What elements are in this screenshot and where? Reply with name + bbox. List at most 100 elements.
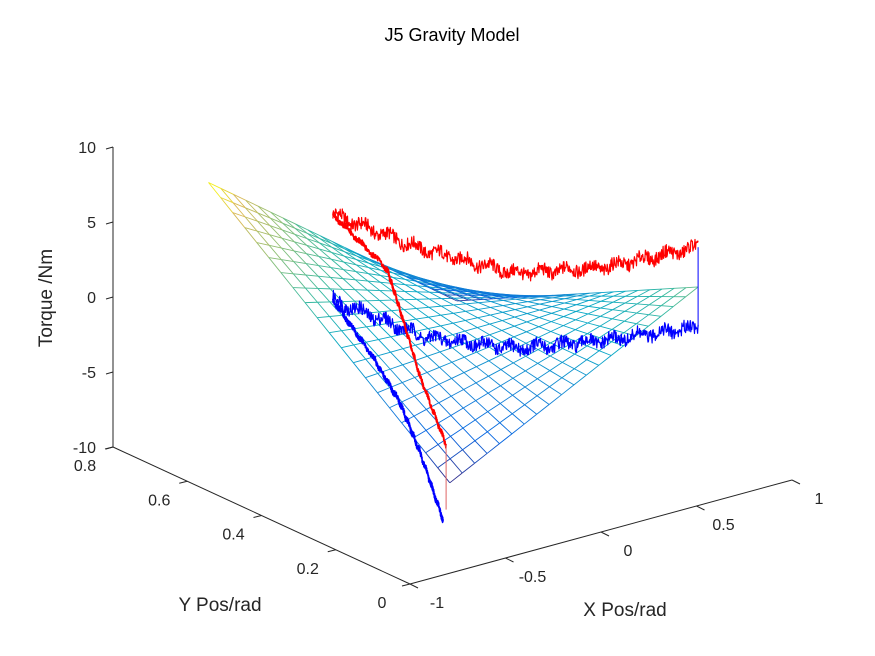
mesh-edge xyxy=(477,317,491,325)
mesh-edge xyxy=(232,212,246,228)
mesh-edge xyxy=(500,385,513,396)
mesh-edge xyxy=(637,303,650,306)
mesh-edge xyxy=(369,259,383,266)
mesh-edge xyxy=(257,205,271,213)
mesh-edge xyxy=(453,304,466,312)
mesh-edge xyxy=(525,342,539,350)
mesh-edge xyxy=(476,351,490,362)
mesh-edge xyxy=(499,394,513,404)
mesh-edge xyxy=(319,242,332,253)
mesh-edge xyxy=(232,212,246,218)
mesh-edge xyxy=(480,294,494,300)
mesh-edge xyxy=(403,309,417,320)
mesh-edge xyxy=(307,233,320,244)
mesh-edge xyxy=(487,392,501,404)
mesh-edge xyxy=(564,299,577,304)
mesh-edge xyxy=(319,242,333,248)
mesh-edge xyxy=(319,238,333,248)
mesh-edge xyxy=(551,312,564,317)
mesh-edge xyxy=(552,298,565,302)
mesh-edge xyxy=(537,363,551,371)
mesh-edge xyxy=(440,325,453,335)
x-tick-mark xyxy=(600,531,610,537)
mesh-edge xyxy=(293,250,307,264)
mesh-edge xyxy=(330,277,343,290)
mesh-edge xyxy=(377,392,390,409)
mesh-edge xyxy=(292,287,306,303)
mesh-edge xyxy=(552,295,566,299)
mesh-edge xyxy=(232,202,246,218)
mesh-edge xyxy=(401,401,415,417)
mesh-edge xyxy=(501,330,515,338)
y-tick-mark xyxy=(179,480,188,484)
mesh-edge xyxy=(549,377,563,388)
mesh-edge xyxy=(443,286,457,292)
mesh-edge xyxy=(292,273,306,289)
mesh-edge xyxy=(269,234,283,239)
mesh-edge xyxy=(365,372,378,379)
mesh-edge xyxy=(548,394,562,405)
mesh-edge xyxy=(366,324,379,328)
mesh-edge xyxy=(257,220,271,227)
mesh-edge xyxy=(270,217,283,224)
y-tick-label: 0.2 xyxy=(297,561,319,578)
mesh-edge xyxy=(588,295,602,301)
mesh-edge xyxy=(587,325,601,335)
mesh-edge xyxy=(524,404,537,415)
mesh-edge xyxy=(406,276,420,284)
mesh-edge xyxy=(539,317,552,323)
mesh-edge xyxy=(355,264,369,268)
mesh-edge xyxy=(612,310,625,320)
mesh-edge xyxy=(623,332,637,337)
mesh-edge xyxy=(419,279,432,286)
mesh-edge xyxy=(392,277,406,286)
mesh-edge xyxy=(438,383,452,397)
mesh-edge xyxy=(428,314,441,318)
mesh-edge xyxy=(564,302,577,306)
mesh-edge xyxy=(514,306,528,311)
mesh-edge xyxy=(528,297,541,301)
mesh-edge xyxy=(438,378,452,385)
y-tick-mark xyxy=(327,549,336,553)
z-tick-mark xyxy=(105,371,114,375)
mesh-edge xyxy=(443,289,457,296)
mesh-edge xyxy=(413,415,427,431)
mesh-edge xyxy=(465,320,478,328)
mesh-edge xyxy=(354,289,368,302)
mesh-edge xyxy=(492,297,506,300)
mesh-edge xyxy=(586,350,600,361)
mesh-edge xyxy=(552,300,565,304)
mesh-edge xyxy=(516,295,530,298)
mesh-edge xyxy=(450,395,464,409)
mesh-edge xyxy=(343,255,357,261)
x-tick-label: -1 xyxy=(430,595,444,612)
mesh-edge xyxy=(390,351,403,366)
mesh-edge xyxy=(316,317,330,333)
mesh-edge xyxy=(561,384,575,396)
mesh-edge xyxy=(636,296,650,305)
mesh-edge xyxy=(598,350,612,356)
mesh-edge xyxy=(526,317,540,323)
mesh-edge xyxy=(600,295,614,302)
mesh-edge xyxy=(536,404,550,415)
mesh-edge xyxy=(341,344,354,349)
mesh-edge xyxy=(623,323,637,334)
mesh-edge xyxy=(611,320,625,330)
mesh-edge xyxy=(526,313,540,319)
mesh-edge xyxy=(440,312,454,316)
mesh-edge xyxy=(306,253,319,266)
mesh-edge xyxy=(451,361,465,373)
mesh-edge xyxy=(549,355,563,363)
mesh-edge xyxy=(648,314,661,317)
mesh-edge xyxy=(502,316,515,322)
y-tick-mark xyxy=(253,515,262,518)
mesh-edge xyxy=(636,312,649,316)
mesh-edge xyxy=(636,304,650,314)
x-tick-mark xyxy=(409,583,419,589)
mesh-edge xyxy=(475,411,489,421)
mesh-edge xyxy=(512,394,525,406)
mesh-edge xyxy=(449,449,463,460)
mesh-edge xyxy=(343,261,357,272)
mesh-edge xyxy=(451,372,465,379)
mesh-edge xyxy=(528,296,541,299)
